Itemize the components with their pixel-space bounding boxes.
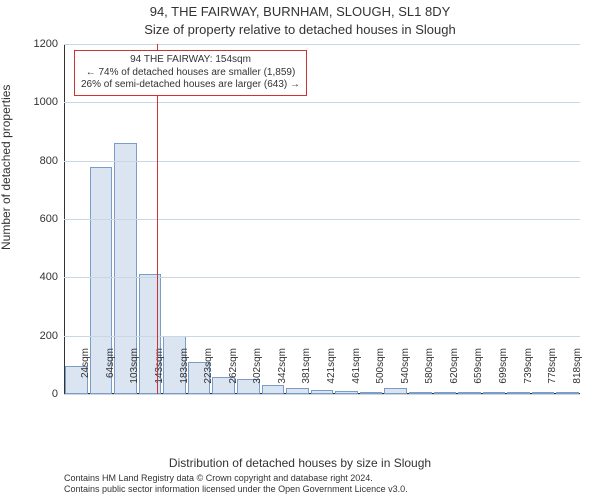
annotation-line-3: 26% of semi-detached houses are larger (… [81, 79, 300, 92]
y-tick-label: 1200 [34, 38, 64, 50]
attribution-line-2: Contains public sector information licen… [64, 484, 408, 494]
x-tick-label: 223sqm [203, 348, 214, 398]
y-tick-label: 0 [52, 388, 64, 400]
attribution-text: Contains HM Land Registry data © Crown c… [64, 473, 408, 494]
y-tick-label: 600 [40, 213, 64, 225]
x-tick-label: 421sqm [326, 348, 337, 398]
y-tick-label: 400 [40, 271, 64, 283]
x-tick-label: 620sqm [449, 348, 460, 398]
plot-area: 24sqm64sqm103sqm143sqm183sqm223sqm262sqm… [64, 44, 580, 394]
gridline [64, 102, 580, 103]
y-tick-label: 800 [40, 155, 64, 167]
x-tick-label: 659sqm [473, 348, 484, 398]
gridline [64, 44, 580, 45]
x-tick-label: 183sqm [179, 348, 190, 398]
x-tick-label: 103sqm [129, 348, 140, 398]
reference-line [157, 44, 158, 394]
x-tick-label: 461sqm [351, 348, 362, 398]
gridline [64, 161, 580, 162]
gridline [64, 219, 580, 220]
x-tick-label: 818sqm [572, 348, 583, 398]
x-tick-label: 143sqm [154, 348, 165, 398]
annotation-line-1: 94 THE FAIRWAY: 154sqm [81, 54, 300, 67]
x-tick-label: 500sqm [375, 348, 386, 398]
x-tick-label: 381sqm [301, 348, 312, 398]
x-tick-label: 778sqm [547, 348, 558, 398]
x-tick-label: 302sqm [252, 348, 263, 398]
x-tick-label: 540sqm [400, 348, 411, 398]
y-tick-label: 200 [40, 330, 64, 342]
x-axis-label: Distribution of detached houses by size … [0, 456, 600, 470]
chart-subtitle: Size of property relative to detached ho… [0, 22, 600, 37]
chart-container: 94, THE FAIRWAY, BURNHAM, SLOUGH, SL1 8D… [0, 0, 600, 500]
chart-title: 94, THE FAIRWAY, BURNHAM, SLOUGH, SL1 8D… [0, 4, 600, 19]
gridline [64, 336, 580, 337]
annotation-line-2: ← 74% of detached houses are smaller (1,… [81, 67, 300, 80]
y-axis-label: Number of detached properties [0, 85, 13, 250]
x-tick-label: 580sqm [424, 348, 435, 398]
x-tick-label: 699sqm [498, 348, 509, 398]
x-tick-label: 24sqm [80, 348, 91, 398]
gridline [64, 277, 580, 278]
attribution-line-1: Contains HM Land Registry data © Crown c… [64, 473, 408, 483]
x-tick-label: 64sqm [105, 348, 116, 398]
x-tick-label: 262sqm [228, 348, 239, 398]
y-tick-label: 1000 [34, 96, 64, 108]
annotation-box: 94 THE FAIRWAY: 154sqm ← 74% of detached… [74, 50, 307, 96]
x-tick-label: 739sqm [523, 348, 534, 398]
x-tick-label: 342sqm [277, 348, 288, 398]
